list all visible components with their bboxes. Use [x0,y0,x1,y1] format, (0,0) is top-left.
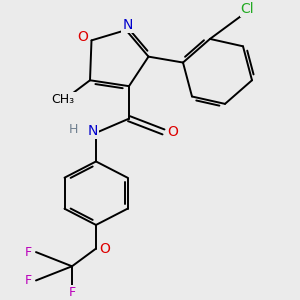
Text: N: N [122,18,133,32]
Text: O: O [99,242,110,256]
Text: O: O [77,30,88,44]
Text: F: F [25,246,32,259]
Text: F: F [25,274,32,287]
Text: O: O [167,125,178,139]
Text: H: H [69,123,78,136]
Text: Cl: Cl [241,2,254,16]
Text: N: N [88,124,98,138]
Text: CH₃: CH₃ [51,93,75,106]
Text: F: F [68,286,76,299]
